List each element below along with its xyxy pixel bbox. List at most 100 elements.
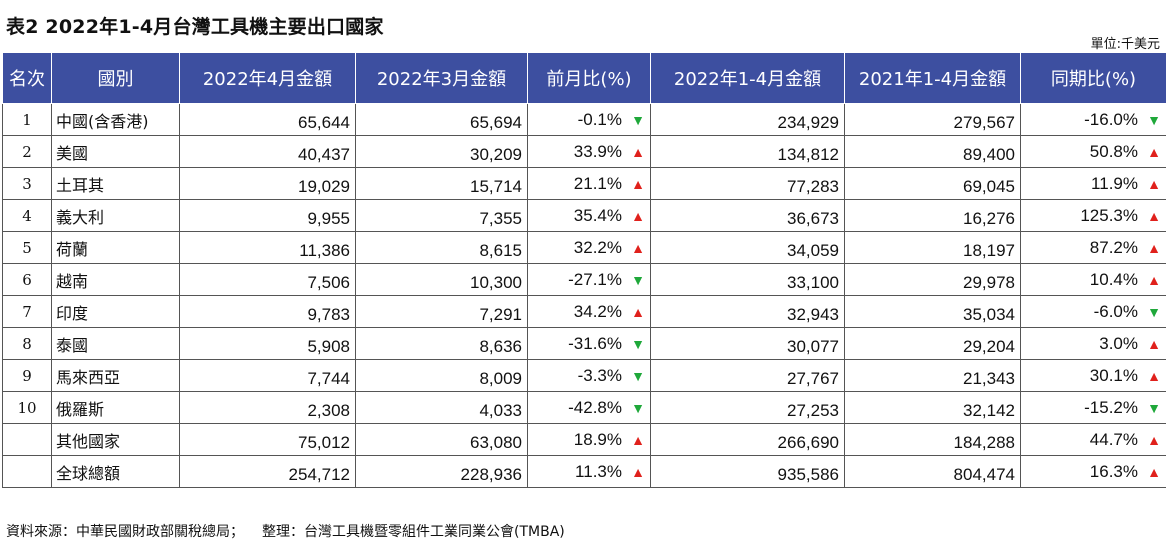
country-cell: 荷蘭 bbox=[51, 231, 180, 264]
mom-cell-value: -0.1% bbox=[577, 109, 622, 129]
mom-cell-value: 18.9% bbox=[573, 429, 622, 449]
ytd-2022-cell: 27,767 bbox=[650, 359, 845, 392]
mom-cell: 32.2% ▲ bbox=[527, 231, 651, 264]
ytd-2021-cell: 32,142 bbox=[844, 391, 1021, 424]
table-row: 8 泰國 5,908 8,636 -31.6% ▼ 30,077 29,204 3.0% ▲ bbox=[2, 327, 1166, 360]
yoy-cell: -6.0% ▼ bbox=[1020, 295, 1166, 328]
yoy-cell: -15.2% ▼ bbox=[1020, 391, 1166, 424]
ytd-2022-cell: 36,673 bbox=[650, 199, 845, 232]
ytd-2021-cell: 89,400 bbox=[844, 135, 1021, 168]
triangle-down-icon: ▼ bbox=[631, 111, 645, 128]
country-cell: 全球總額 bbox=[51, 455, 180, 488]
table-row: 全球總額 254,712 228,936 11.3% ▲ 935,586 804,474 16… bbox=[2, 455, 1166, 488]
table-title: 表2 2022年1-4月台灣工具機主要出口國家 bbox=[6, 16, 384, 38]
mom-cell: 33.9% ▲ bbox=[527, 135, 651, 168]
mom-cell-value: 34.2% bbox=[573, 301, 622, 321]
mom-cell-value: -31.6% bbox=[568, 333, 622, 353]
ytd-2021-cell: 21,343 bbox=[844, 359, 1021, 392]
yoy-cell-value: 30.1% bbox=[1089, 365, 1138, 385]
triangle-up-icon: ▲ bbox=[631, 207, 645, 224]
mom-cell: 11.3% ▲ bbox=[527, 455, 651, 488]
mom-cell-value: -27.1% bbox=[568, 269, 622, 289]
ytd-2022-cell: 33,100 bbox=[650, 263, 845, 296]
rank-cell: 3 bbox=[2, 167, 52, 200]
mar-2022-cell: 8,636 bbox=[355, 327, 528, 360]
triangle-up-icon: ▲ bbox=[1147, 431, 1161, 448]
triangle-up-icon: ▲ bbox=[1147, 143, 1161, 160]
col-header-mom: 前月比(%) bbox=[527, 52, 651, 104]
ytd-2021-cell: 18,197 bbox=[844, 231, 1021, 264]
rank-cell: 9 bbox=[2, 359, 52, 392]
table-row: 9 馬來西亞 7,744 8,009 -3.3% ▼ 27,767 21,343 30.1% ▲ bbox=[2, 359, 1166, 392]
apr-2022-cell: 254,712 bbox=[179, 455, 356, 488]
mar-2022-cell: 7,355 bbox=[355, 199, 528, 232]
triangle-up-icon: ▲ bbox=[631, 143, 645, 160]
triangle-up-icon: ▲ bbox=[1147, 207, 1161, 224]
ytd-2022-cell: 34,059 bbox=[650, 231, 845, 264]
yoy-cell: 44.7% ▲ bbox=[1020, 423, 1166, 456]
col-header-rank: 名次 bbox=[2, 52, 52, 104]
country-cell: 美國 bbox=[51, 135, 180, 168]
mom-cell: -31.6% ▼ bbox=[527, 327, 651, 360]
triangle-down-icon: ▼ bbox=[1147, 399, 1161, 416]
country-cell: 土耳其 bbox=[51, 167, 180, 200]
col-header-mar-2022: 2022年3月金額 bbox=[355, 52, 528, 104]
mom-cell-value: 33.9% bbox=[573, 141, 622, 161]
ytd-2022-cell: 234,929 bbox=[650, 103, 845, 136]
ytd-2022-cell: 935,586 bbox=[650, 455, 845, 488]
apr-2022-cell: 11,386 bbox=[179, 231, 356, 264]
yoy-cell: 10.4% ▲ bbox=[1020, 263, 1166, 296]
export-table: 名次 國別 2022年4月金額 2022年3月金額 前月比(%) 2022年1-… bbox=[2, 52, 1166, 488]
mom-cell-value: 35.4% bbox=[573, 205, 622, 225]
ytd-2021-cell: 184,288 bbox=[844, 423, 1021, 456]
country-cell: 馬來西亞 bbox=[51, 359, 180, 392]
apr-2022-cell: 2,308 bbox=[179, 391, 356, 424]
col-header-apr-2022: 2022年4月金額 bbox=[179, 52, 356, 104]
triangle-up-icon: ▲ bbox=[1147, 335, 1161, 352]
table-row: 5 荷蘭 11,386 8,615 32.2% ▲ 34,059 18,197 87.2% ▲ bbox=[2, 231, 1166, 264]
triangle-down-icon: ▼ bbox=[631, 367, 645, 384]
col-header-yoy: 同期比(%) bbox=[1020, 52, 1166, 104]
triangle-up-icon: ▲ bbox=[1147, 239, 1161, 256]
rank-cell: 6 bbox=[2, 263, 52, 296]
yoy-cell-value: 3.0% bbox=[1099, 333, 1138, 353]
footer: 資料來源：中華民國財政部關稅總局； 整理：台灣工具機暨零組件工業同業公會(TMBA… bbox=[6, 521, 565, 541]
mar-2022-cell: 63,080 bbox=[355, 423, 528, 456]
mom-cell: 21.1% ▲ bbox=[527, 167, 651, 200]
yoy-cell: 87.2% ▲ bbox=[1020, 231, 1166, 264]
mom-cell: 18.9% ▲ bbox=[527, 423, 651, 456]
triangle-down-icon: ▼ bbox=[1147, 303, 1161, 320]
ytd-2021-cell: 29,204 bbox=[844, 327, 1021, 360]
yoy-cell-value: 50.8% bbox=[1089, 141, 1138, 161]
unit-label: 單位:千美元 bbox=[1090, 37, 1160, 52]
mom-cell: -42.8% ▼ bbox=[527, 391, 651, 424]
ytd-2021-cell: 16,276 bbox=[844, 199, 1021, 232]
mom-cell-value: -3.3% bbox=[577, 365, 622, 385]
yoy-cell: 125.3% ▲ bbox=[1020, 199, 1166, 232]
mar-2022-cell: 8,009 bbox=[355, 359, 528, 392]
mom-cell: -3.3% ▼ bbox=[527, 359, 651, 392]
mar-2022-cell: 65,694 bbox=[355, 103, 528, 136]
mar-2022-cell: 30,209 bbox=[355, 135, 528, 168]
apr-2022-cell: 75,012 bbox=[179, 423, 356, 456]
table-row: 6 越南 7,506 10,300 -27.1% ▼ 33,100 29,978 10.4% ▲ bbox=[2, 263, 1166, 296]
country-cell: 義大利 bbox=[51, 199, 180, 232]
mar-2022-cell: 8,615 bbox=[355, 231, 528, 264]
rank-cell: 2 bbox=[2, 135, 52, 168]
rank-cell: 8 bbox=[2, 327, 52, 360]
rank-cell: 4 bbox=[2, 199, 52, 232]
country-cell: 印度 bbox=[51, 295, 180, 328]
apr-2022-cell: 65,644 bbox=[179, 103, 356, 136]
mom-cell: -27.1% ▼ bbox=[527, 263, 651, 296]
table-row: 10 俄羅斯 2,308 4,033 -42.8% ▼ 27,253 32,142 -15.2%… bbox=[2, 391, 1166, 424]
ytd-2021-cell: 279,567 bbox=[844, 103, 1021, 136]
table-row: 3 土耳其 19,029 15,714 21.1% ▲ 77,283 69,045 11.9% ▲ bbox=[2, 167, 1166, 200]
triangle-down-icon: ▼ bbox=[631, 399, 645, 416]
table-body: 1 中國(含香港) 65,644 65,694 -0.1% ▼ 234,929 279,567… bbox=[2, 103, 1166, 488]
triangle-down-icon: ▼ bbox=[631, 271, 645, 288]
yoy-cell: 11.9% ▲ bbox=[1020, 167, 1166, 200]
triangle-up-icon: ▲ bbox=[631, 463, 645, 480]
mom-cell: 34.2% ▲ bbox=[527, 295, 651, 328]
triangle-up-icon: ▲ bbox=[1147, 367, 1161, 384]
triangle-up-icon: ▲ bbox=[631, 239, 645, 256]
